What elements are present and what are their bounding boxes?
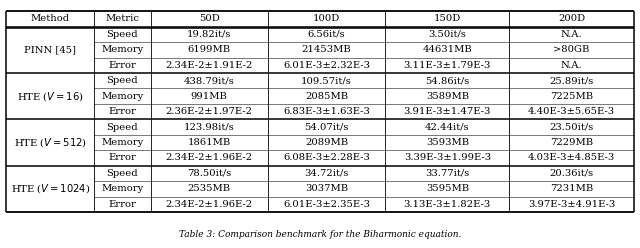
Text: 6199MB: 6199MB — [188, 45, 231, 54]
Text: Error: Error — [109, 61, 136, 70]
Text: 2.34E-2±1.96E-2: 2.34E-2±1.96E-2 — [166, 154, 253, 162]
Text: Table 3: Comparison benchmark for the Biharmonic equation.: Table 3: Comparison benchmark for the Bi… — [179, 230, 461, 239]
Text: Speed: Speed — [107, 30, 138, 39]
Text: 4.40E-3±5.65E-3: 4.40E-3±5.65E-3 — [528, 107, 615, 116]
Text: HTE ($V = 16$): HTE ($V = 16$) — [17, 90, 84, 103]
Text: 7231MB: 7231MB — [550, 184, 593, 193]
Text: 21453MB: 21453MB — [301, 45, 351, 54]
Text: 54.86it/s: 54.86it/s — [425, 76, 470, 85]
Text: 3593MB: 3593MB — [426, 138, 469, 147]
Text: 109.57it/s: 109.57it/s — [301, 76, 352, 85]
Text: 3037MB: 3037MB — [305, 184, 348, 193]
Text: >80GB: >80GB — [554, 45, 589, 54]
Text: 200D: 200D — [558, 14, 585, 23]
Text: Memory: Memory — [101, 45, 143, 54]
Text: HTE ($V = 1024$): HTE ($V = 1024$) — [10, 182, 90, 195]
Text: 7225MB: 7225MB — [550, 92, 593, 101]
Text: N.A.: N.A. — [561, 61, 582, 70]
Text: 54.07it/s: 54.07it/s — [305, 123, 349, 131]
Text: N.A.: N.A. — [561, 30, 582, 39]
Text: 150D: 150D — [434, 14, 461, 23]
Text: Method: Method — [31, 14, 70, 23]
Text: 6.01E-3±2.35E-3: 6.01E-3±2.35E-3 — [283, 200, 370, 209]
Text: 6.83E-3±1.63E-3: 6.83E-3±1.63E-3 — [283, 107, 370, 116]
Text: 23.50it/s: 23.50it/s — [549, 123, 594, 131]
Text: PINN [45]: PINN [45] — [24, 45, 76, 54]
Text: 42.44it/s: 42.44it/s — [425, 123, 470, 131]
Text: Speed: Speed — [107, 123, 138, 131]
Text: 19.82it/s: 19.82it/s — [187, 30, 232, 39]
Text: HTE ($V = 512$): HTE ($V = 512$) — [13, 136, 87, 149]
Text: 3.13E-3±1.82E-3: 3.13E-3±1.82E-3 — [404, 200, 491, 209]
Text: 2085MB: 2085MB — [305, 92, 348, 101]
Text: 34.72it/s: 34.72it/s — [305, 169, 349, 178]
Text: 44631MB: 44631MB — [422, 45, 472, 54]
Text: 33.77it/s: 33.77it/s — [425, 169, 470, 178]
Text: 3.39E-3±1.99E-3: 3.39E-3±1.99E-3 — [404, 154, 491, 162]
Text: Speed: Speed — [107, 169, 138, 178]
Text: 25.89it/s: 25.89it/s — [549, 76, 594, 85]
Text: 2.36E-2±1.97E-2: 2.36E-2±1.97E-2 — [166, 107, 253, 116]
Text: 2089MB: 2089MB — [305, 138, 348, 147]
Text: 991MB: 991MB — [191, 92, 228, 101]
Text: 6.01E-3±2.32E-3: 6.01E-3±2.32E-3 — [283, 61, 370, 70]
Text: 123.98it/s: 123.98it/s — [184, 123, 235, 131]
Text: 6.56it/s: 6.56it/s — [308, 30, 346, 39]
Text: 20.36it/s: 20.36it/s — [550, 169, 593, 178]
Text: Error: Error — [109, 107, 136, 116]
Text: 3.97E-3±4.91E-3: 3.97E-3±4.91E-3 — [528, 200, 615, 209]
Text: 2535MB: 2535MB — [188, 184, 231, 193]
Text: Memory: Memory — [101, 184, 143, 193]
Text: 6.08E-3±2.28E-3: 6.08E-3±2.28E-3 — [283, 154, 370, 162]
Text: 1861MB: 1861MB — [188, 138, 231, 147]
Text: Memory: Memory — [101, 138, 143, 147]
Text: 4.03E-3±4.85E-3: 4.03E-3±4.85E-3 — [528, 154, 615, 162]
Text: 3.50it/s: 3.50it/s — [428, 30, 467, 39]
Text: 3.11E-3±1.79E-3: 3.11E-3±1.79E-3 — [404, 61, 491, 70]
Text: Metric: Metric — [106, 14, 140, 23]
Text: 3595MB: 3595MB — [426, 184, 469, 193]
Text: Speed: Speed — [107, 76, 138, 85]
Text: 3.91E-3±1.47E-3: 3.91E-3±1.47E-3 — [404, 107, 491, 116]
Text: 3589MB: 3589MB — [426, 92, 469, 101]
Text: Error: Error — [109, 200, 136, 209]
Text: 2.34E-2±1.96E-2: 2.34E-2±1.96E-2 — [166, 200, 253, 209]
Text: 2.34E-2±1.91E-2: 2.34E-2±1.91E-2 — [166, 61, 253, 70]
Text: 438.79it/s: 438.79it/s — [184, 76, 235, 85]
Text: 78.50it/s: 78.50it/s — [187, 169, 232, 178]
Text: Error: Error — [109, 154, 136, 162]
Text: 100D: 100D — [313, 14, 340, 23]
Text: Memory: Memory — [101, 92, 143, 101]
Text: 50D: 50D — [199, 14, 220, 23]
Text: 7229MB: 7229MB — [550, 138, 593, 147]
